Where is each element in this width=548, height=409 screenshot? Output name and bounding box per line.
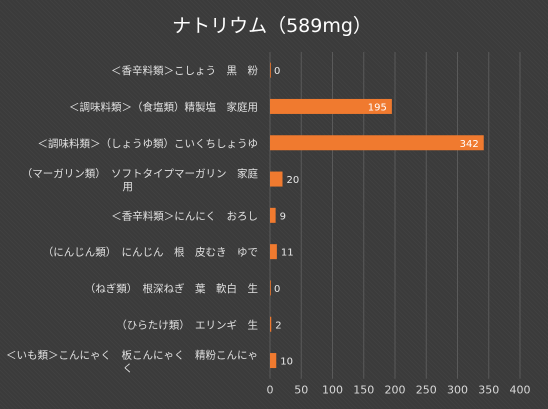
bars: 0 195 342 20 9 11 0 2 10 xyxy=(270,62,484,369)
x-tick-label: 250 xyxy=(416,384,437,397)
category-label: （ひらたけ類） エリンギ 生 xyxy=(116,318,258,331)
data-label: 10 xyxy=(280,357,293,368)
category-label: ＜調味料類＞（食塩類）精製塩 家庭用 xyxy=(69,100,258,113)
data-label: 2 xyxy=(275,320,281,331)
category-label: ＜香辛料類＞こしょう 黒 粉 xyxy=(111,64,258,77)
category-labels: ＜香辛料類＞こしょう 黒 粉 ＜調味料類＞（食塩類）精製塩 家庭用 ＜調味料類＞（し… xyxy=(6,64,258,374)
category-label: ＜香辛料類＞にんにく おろし xyxy=(111,209,258,222)
data-label: 0 xyxy=(274,66,280,77)
bar xyxy=(270,135,484,151)
bar xyxy=(270,316,272,332)
bar xyxy=(270,353,277,369)
x-tick-label: 50 xyxy=(294,384,308,397)
x-tick-label: 200 xyxy=(385,384,406,397)
category-label: ＜いも類＞こんにゃく 板こんにゃく 精粉こんにゃく xyxy=(6,349,258,375)
x-tick-label: 100 xyxy=(322,384,343,397)
bar xyxy=(270,207,276,223)
x-tick-label: 150 xyxy=(353,384,374,397)
data-label: 9 xyxy=(280,211,286,222)
bar xyxy=(270,171,283,187)
bar xyxy=(270,244,277,260)
category-label: （マーガリン類） ソフトタイプマーガリン 家庭用 xyxy=(22,167,259,193)
x-tick-label: 400 xyxy=(510,384,531,397)
data-label: 11 xyxy=(281,248,294,259)
bar xyxy=(270,62,271,78)
data-label: 20 xyxy=(287,175,300,186)
x-tick-label: 300 xyxy=(447,384,468,397)
bar xyxy=(270,280,271,296)
data-label: 195 xyxy=(368,102,387,113)
x-tick-label: 0 xyxy=(267,384,274,397)
category-label: （ねぎ類） 根深ねぎ 葉 軟白 生 xyxy=(85,282,258,295)
bar xyxy=(270,98,392,114)
data-label: 0 xyxy=(274,284,280,295)
x-axis-ticks: 0 50 100 150 200 250 300 350 400 xyxy=(267,384,531,397)
x-tick-label: 350 xyxy=(478,384,499,397)
category-label: ＜調味料類＞（しょうゆ類）こいくちしょうゆ xyxy=(38,137,259,150)
data-label: 342 xyxy=(460,139,479,150)
chart-title: ナトリウム（589mg） xyxy=(172,15,372,37)
category-label: （にんじん類） にんじん 根 皮むき ゆで xyxy=(43,246,258,259)
